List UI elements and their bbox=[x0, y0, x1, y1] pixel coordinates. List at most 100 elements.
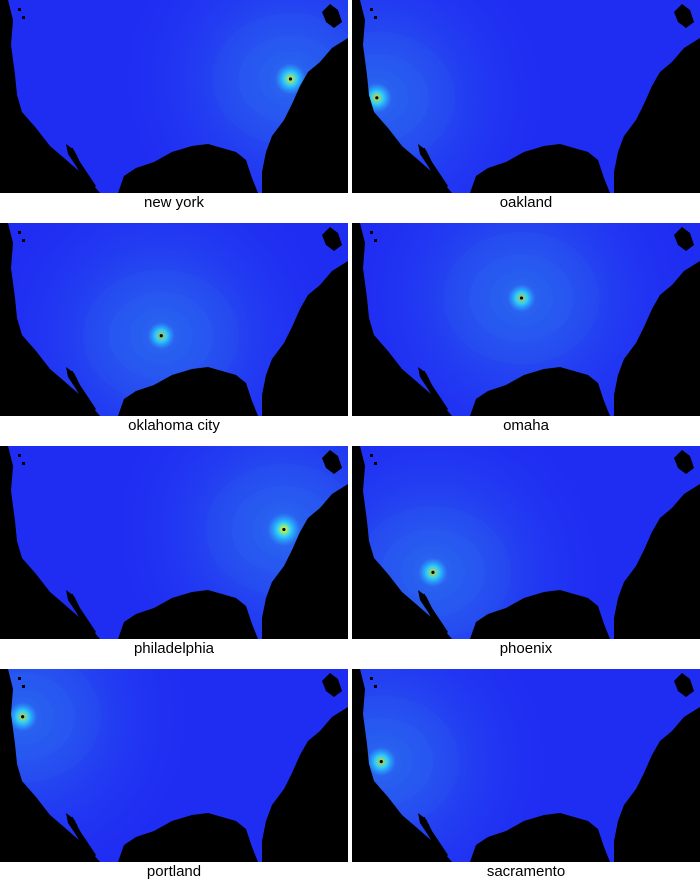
island bbox=[18, 677, 21, 680]
island bbox=[374, 685, 377, 688]
land-mass bbox=[0, 669, 100, 862]
panel-sacramento: sacramento bbox=[352, 669, 700, 892]
land-mass bbox=[628, 628, 666, 636]
land-mass bbox=[352, 669, 452, 862]
city-label: philadelphia bbox=[133, 640, 215, 657]
land-mass bbox=[262, 707, 348, 862]
land-mass bbox=[66, 813, 96, 859]
city-marker bbox=[431, 570, 435, 574]
island bbox=[74, 824, 77, 827]
city-label: sacramento bbox=[486, 863, 566, 880]
land-mass bbox=[118, 144, 258, 193]
heatmap-omaha bbox=[352, 223, 700, 416]
heatmap-portland bbox=[0, 669, 348, 862]
city-marker bbox=[282, 527, 286, 532]
island bbox=[300, 624, 303, 627]
heatmap-phoenix bbox=[352, 446, 700, 639]
island bbox=[422, 371, 425, 374]
land-mass bbox=[614, 707, 700, 862]
island bbox=[652, 847, 655, 850]
city-label: phoenix bbox=[499, 640, 553, 657]
city-marker bbox=[519, 296, 524, 300]
island bbox=[426, 155, 429, 158]
panel-oklahoma-city: oklahoma city bbox=[0, 223, 348, 446]
land-mass bbox=[262, 261, 348, 416]
land-mass bbox=[118, 813, 258, 862]
land-mass bbox=[628, 182, 666, 190]
island bbox=[370, 677, 373, 680]
island bbox=[422, 148, 425, 151]
panel-portland: portland bbox=[0, 669, 348, 892]
island bbox=[70, 594, 73, 597]
island bbox=[22, 16, 25, 19]
panel-new-york: new york bbox=[0, 0, 348, 223]
land-mass bbox=[470, 813, 610, 862]
land-mass bbox=[470, 367, 610, 416]
land-mass bbox=[352, 0, 452, 193]
land-mass bbox=[0, 0, 100, 193]
island bbox=[370, 8, 373, 11]
island bbox=[18, 231, 21, 234]
land-mass bbox=[628, 851, 666, 859]
island bbox=[426, 378, 429, 381]
land-mass bbox=[418, 590, 448, 636]
island bbox=[634, 188, 637, 191]
land-mass bbox=[418, 144, 448, 190]
island bbox=[634, 411, 637, 414]
land-mass bbox=[674, 227, 694, 251]
city-label: new york bbox=[143, 194, 205, 211]
land-mass bbox=[322, 673, 342, 697]
island bbox=[74, 601, 77, 604]
island bbox=[22, 685, 25, 688]
island bbox=[282, 188, 285, 191]
land-mass bbox=[322, 4, 342, 28]
island bbox=[634, 857, 637, 860]
island bbox=[282, 411, 285, 414]
land-mass bbox=[66, 590, 96, 636]
land-mass bbox=[674, 450, 694, 474]
city-label: oakland bbox=[499, 194, 553, 211]
island bbox=[22, 239, 25, 242]
island bbox=[282, 857, 285, 860]
island bbox=[74, 378, 77, 381]
city-marker bbox=[159, 334, 163, 338]
land-mass bbox=[418, 813, 448, 859]
land-mass bbox=[276, 182, 314, 190]
land-mass bbox=[118, 367, 258, 416]
land-mass bbox=[470, 144, 610, 193]
land-mass bbox=[0, 446, 100, 639]
city-label: omaha bbox=[503, 417, 549, 434]
land-mass bbox=[276, 405, 314, 413]
island bbox=[426, 824, 429, 827]
city-marker bbox=[21, 715, 25, 719]
island bbox=[300, 847, 303, 850]
island bbox=[374, 16, 377, 19]
heatmap-sacramento bbox=[352, 669, 700, 862]
land-mass bbox=[418, 367, 448, 413]
island bbox=[652, 624, 655, 627]
island bbox=[374, 462, 377, 465]
island bbox=[422, 594, 425, 597]
island bbox=[22, 462, 25, 465]
land-mass bbox=[0, 223, 100, 416]
city-marker bbox=[288, 77, 293, 81]
land-mass bbox=[118, 590, 258, 639]
land-mass bbox=[614, 38, 700, 193]
land-mass bbox=[674, 673, 694, 697]
city-label: portland bbox=[146, 863, 202, 880]
panel-oakland: oakland bbox=[352, 0, 700, 223]
island bbox=[370, 231, 373, 234]
island bbox=[652, 401, 655, 404]
island bbox=[422, 817, 425, 820]
heatmap-oakland bbox=[352, 0, 700, 193]
land-mass bbox=[276, 851, 314, 859]
land-mass bbox=[674, 4, 694, 28]
land-mass bbox=[262, 484, 348, 639]
land-mass bbox=[322, 450, 342, 474]
island bbox=[282, 634, 285, 637]
island bbox=[374, 239, 377, 242]
land-mass bbox=[66, 144, 96, 190]
city-marker bbox=[375, 96, 379, 100]
island bbox=[634, 634, 637, 637]
